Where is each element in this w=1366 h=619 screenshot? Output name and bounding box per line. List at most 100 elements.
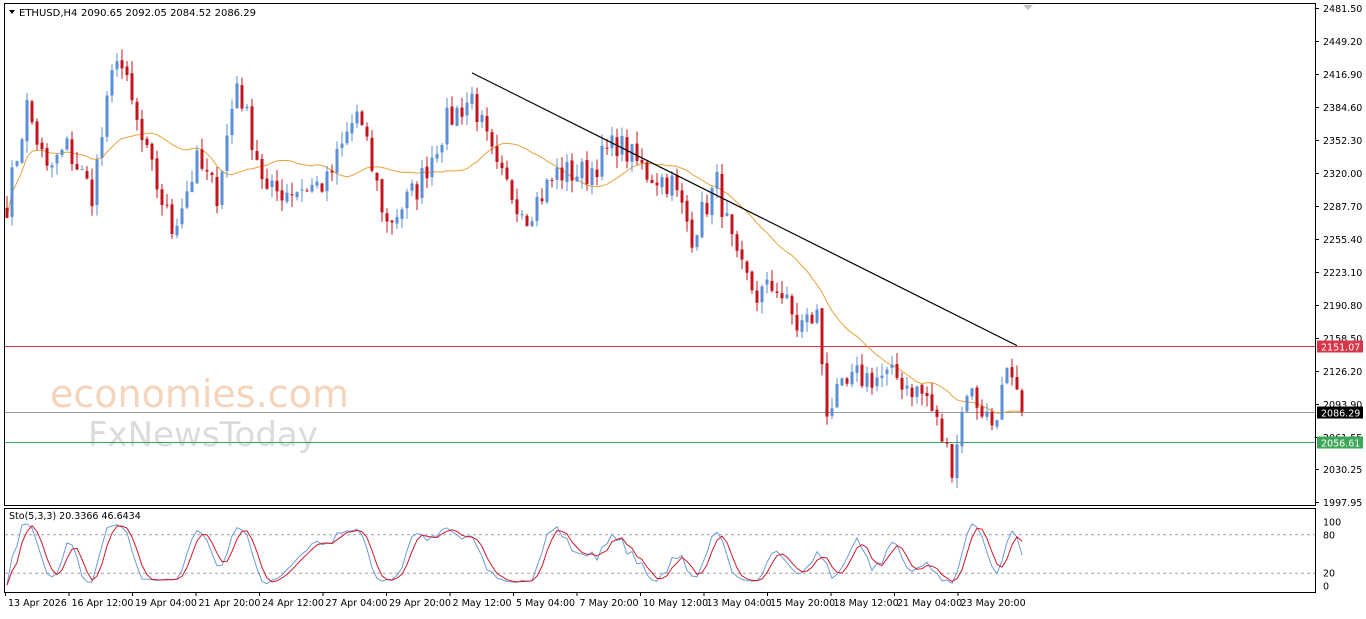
candle-body [160,189,164,205]
candle-body [740,249,744,260]
time-tick-label: 13 Apr 2026 [8,598,67,609]
candle-body [460,107,464,117]
candle-body [290,194,294,196]
candle-body [560,167,564,181]
candle-body [725,213,729,216]
candle-body [120,60,124,69]
candle-body [455,107,459,126]
candles [5,49,1024,489]
candle-body [245,106,249,109]
candle-body [50,165,54,168]
price-tick-label: 2481.50 [1323,4,1362,15]
candle-body [295,192,299,198]
candle-body [15,161,19,166]
candle-body [915,386,919,397]
candle-body [395,216,399,224]
candle-body [530,221,534,227]
candle-body [475,94,479,123]
time-tick-label: 2 May 12:00 [453,598,512,609]
candle-body [370,137,374,171]
candle-body [550,179,554,181]
candle-body [440,145,444,153]
candle-body [55,154,59,164]
candle-body [10,167,14,217]
candle-body [950,444,954,478]
price-tick-label: 2190.80 [1323,301,1362,312]
level-label-bg-support [1317,436,1363,449]
time-tick-label: 23 May 20:00 [961,598,1026,609]
moving-average [6,132,1023,414]
candle-body [880,375,884,378]
scroll-marker-icon[interactable] [1023,5,1033,10]
main-pane[interactable] [4,3,1316,506]
candle-body [45,148,49,166]
candle-body [705,202,709,215]
candle-body [30,101,34,123]
candle-body [660,177,664,188]
candle-body [905,385,909,389]
candle-body [615,137,619,157]
candle-body [990,411,994,426]
candle-body [790,296,794,315]
candle-body [115,61,119,70]
candle-body [1020,390,1024,412]
candle-body [760,286,764,303]
candle-body [350,123,354,134]
candle-body [625,137,629,162]
candle-body [875,377,879,387]
candle-body [215,176,219,207]
candle-body [75,164,79,170]
candle-body [800,320,804,332]
candle-body [955,444,959,479]
candle-body [445,107,449,145]
candle-body [860,364,864,386]
candle-body [525,215,529,226]
candle-body [175,225,179,236]
time-tick-label: 21 Apr 20:00 [199,598,261,609]
candle-body [940,418,944,442]
candle-body [100,137,104,158]
candle-body [95,159,99,206]
candle-body [320,183,324,192]
candle-body [720,173,724,217]
candle-body [145,138,149,146]
candle-body [430,157,434,178]
candle-body [610,135,614,149]
candle-body [645,162,649,180]
candle-body [695,235,699,248]
candle-body [710,188,714,216]
candle-body [595,169,599,177]
symbol-dropdown-icon[interactable] [9,10,15,14]
candle-body [20,139,24,163]
time-axis[interactable]: 13 Apr 2026 16 Apr 12:00 19 Apr 04:00 21 Ap… [5,592,1026,609]
candle-body [655,182,659,186]
candle-body [980,406,984,417]
candle-body [500,162,504,169]
candle-body [680,190,684,203]
candle-body [975,387,979,408]
candle-body [490,132,494,147]
candle-body [330,170,334,173]
candle-body [815,309,819,323]
sto-signal-line [6,524,1023,586]
time-tick-label: 24 Apr 12:00 [262,598,324,609]
candle-body [355,111,359,124]
candle-body [390,220,394,223]
candle-body [895,363,899,378]
candle-body [590,168,594,185]
sto-tick-label: 0 [1323,582,1329,593]
candle-body [200,149,204,169]
candle-body [945,442,949,444]
indicator-pane[interactable] [4,508,1316,593]
candle-body [230,108,234,136]
time-tick-label: 27 Apr 04:00 [326,598,388,609]
candle-body [620,136,624,155]
watermark-fxnewstoday: FxNewsToday [88,415,318,455]
price-tick-label: 2158.50 [1323,334,1362,345]
candle-body [65,138,69,150]
candle-body [780,293,784,299]
trendline[interactable] [471,72,1018,347]
candle-body [285,192,289,202]
